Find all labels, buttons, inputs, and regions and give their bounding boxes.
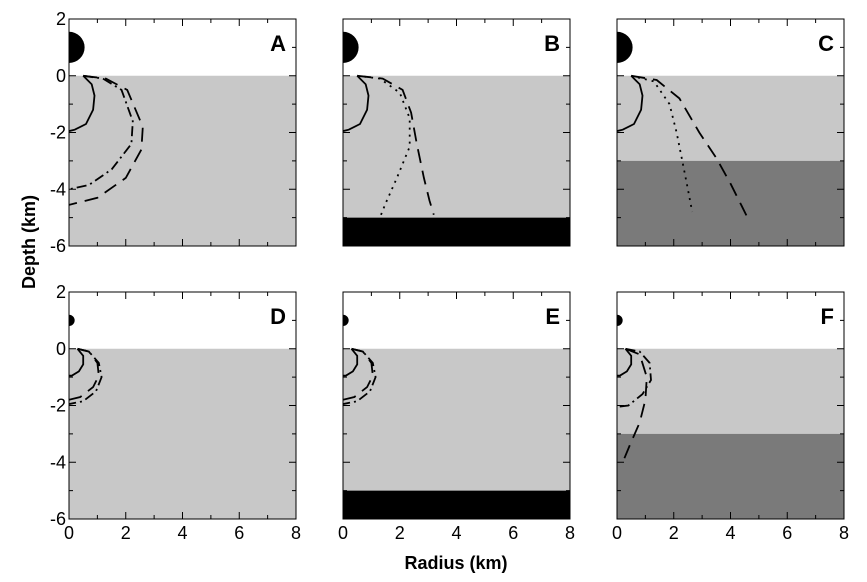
y-tick-label: -4 [50,179,66,199]
layer-ground [617,75,844,161]
dome-marker [617,31,633,63]
x-tick-label: 6 [234,523,244,543]
panel-letter: B [544,31,560,56]
curve-solid [69,348,85,377]
y-tick-label: 2 [56,9,66,29]
panel-letter: F [821,304,834,329]
curve-dashdot [617,347,652,408]
panel-letter: C [818,31,834,56]
y-tick-label: 0 [56,66,66,86]
curve-dashdot [343,347,377,405]
y-tick-label: 2 [56,282,66,302]
layer-deep [617,160,844,246]
x-tick-label: 8 [291,523,301,543]
panel-e: 0 2 4 6 8 E [338,291,575,543]
panel-b: B [342,18,571,247]
x-tick-label: 2 [121,523,131,543]
curve-dashed [69,74,144,206]
curve-solid [617,348,633,377]
y-tick-label: 0 [56,339,66,359]
layer-ground [69,348,296,519]
x-tick-label: 2 [669,523,679,543]
curve-dashed [357,74,435,216]
y-tick-label: -2 [50,123,66,143]
panel-letter: A [270,31,286,56]
y-tick-label: -6 [50,236,66,256]
layer-ground [343,348,570,491]
x-tick-label: 8 [839,523,849,543]
x-tick-label: 6 [508,523,518,543]
curve-solid [69,75,96,132]
x-tick-label: 0 [64,523,74,543]
layer-ground [343,75,570,218]
x-tick-label: 4 [451,523,461,543]
curve-solid [343,75,370,132]
y-tick-label: -6 [50,509,66,529]
curve-dashdot [69,347,103,405]
curve-dashed [343,347,374,401]
curve-dashed [69,347,100,401]
curve-dashed [631,74,749,218]
layer-ground [617,348,844,434]
panel-a: -6 -4 -2 0 2 A [50,9,297,256]
curve-solid [617,75,644,132]
y-tick-label: -4 [50,452,66,472]
y-tick-label: -2 [50,396,66,416]
curve-solid [343,348,359,377]
panel-c: C [616,18,845,247]
x-tick-label: 2 [395,523,405,543]
panel-letter: D [270,304,286,329]
x-tick-label: 8 [565,523,575,543]
x-tick-label: 4 [725,523,735,543]
x-tick-label: 0 [338,523,348,543]
x-tick-label: 6 [782,523,792,543]
x-tick-label: 0 [612,523,622,543]
layer-ground [69,75,296,246]
x-axis-title: Radius (km) [404,553,507,573]
panel-d: -6 -4 -2 0 2 0 2 4 6 8 D [50,282,301,543]
curve-dashdot [69,74,134,191]
panel-f: 0 2 4 6 8 F [612,291,849,543]
dome-marker [69,31,85,63]
layer-deep [617,433,844,519]
y-axis-title: Depth (km) [19,195,39,289]
panel-letter: E [545,304,560,329]
x-tick-label: 4 [177,523,187,543]
dome-marker [343,31,359,63]
